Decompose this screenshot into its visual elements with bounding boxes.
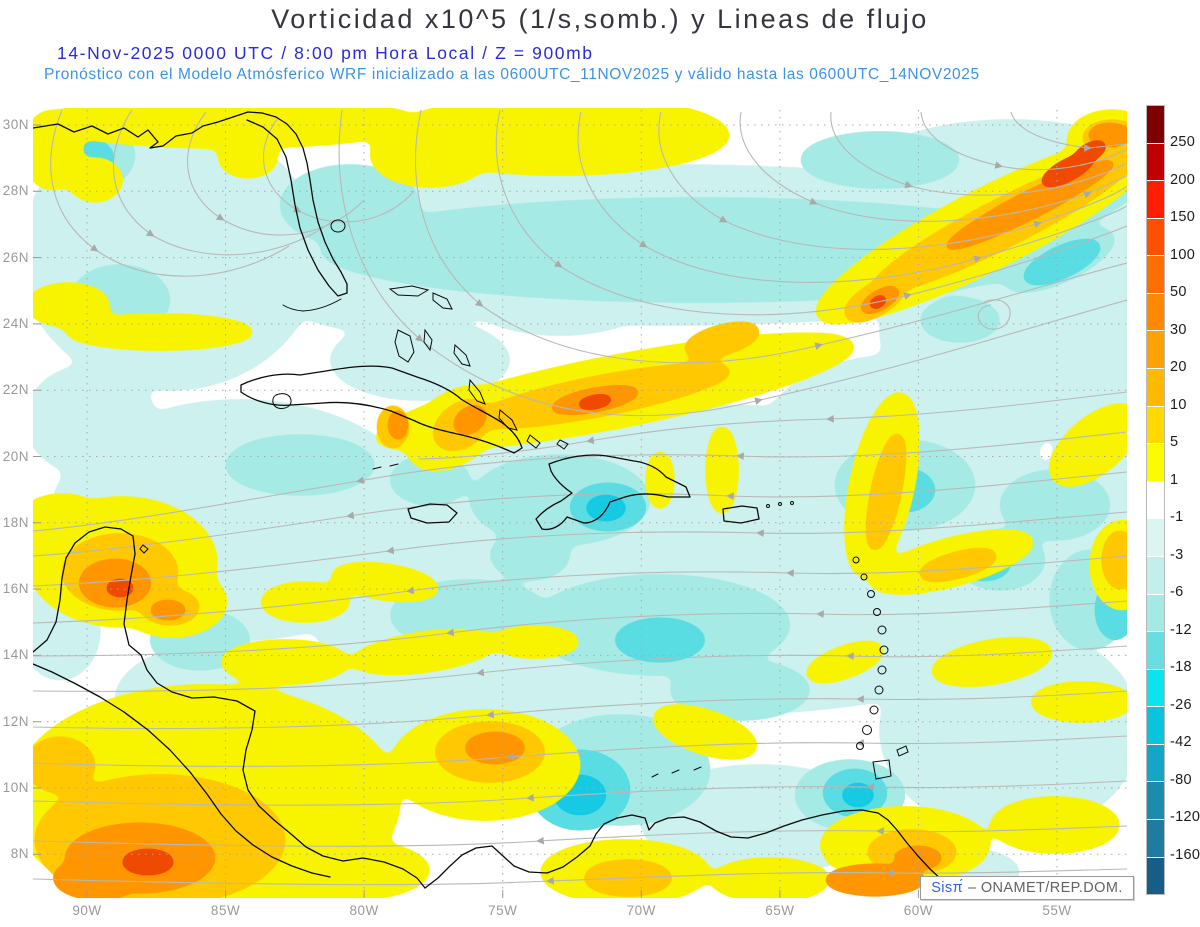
- coastline-florida: [246, 111, 348, 297]
- lat-label: 12N: [2, 713, 29, 729]
- colorbar-segment: [1147, 668, 1164, 707]
- colorbar-segment: [1147, 555, 1164, 594]
- colorbar-tick-label: -6: [1170, 584, 1184, 601]
- lon-label: 65W: [765, 903, 795, 918]
- colorbar-segment: [1147, 106, 1164, 143]
- lat-label: 28N: [2, 183, 29, 199]
- lon-label: 60W: [903, 903, 934, 918]
- colorbar-segment: [1147, 593, 1164, 632]
- lat-label: 20N: [2, 448, 29, 464]
- coastline-gulf-coast: [33, 111, 249, 149]
- coastlines: [33, 111, 967, 898]
- lat-label: 24N: [2, 315, 29, 331]
- colorbar-segment: [1147, 217, 1164, 256]
- coastline-jamaica: [407, 503, 458, 524]
- colorbar-segment: [1147, 631, 1164, 669]
- coastline-abc-islands: [651, 766, 702, 778]
- colorbar-segment: [1147, 180, 1164, 218]
- coastline-trinidad-tobago: [872, 745, 909, 780]
- coastline-cuba: [240, 365, 523, 454]
- subtitle-model: Pronóstico con el Modelo Atmósferico WRF…: [44, 66, 980, 83]
- colorbar-segment: [1147, 781, 1164, 819]
- coastline-isle-of-youth: [272, 393, 292, 409]
- colorbar-segment: [1147, 818, 1164, 857]
- coastline-lesser-antilles: [766, 501, 889, 750]
- lat-label: 22N: [2, 382, 29, 398]
- colorbar-tick-label: -120: [1170, 809, 1200, 826]
- lat-label: 16N: [2, 581, 29, 597]
- lon-label: 75W: [488, 903, 518, 918]
- colorbar-segment: [1147, 480, 1164, 519]
- coastline-florida-keys: [282, 298, 342, 312]
- lat-label: 14N: [2, 647, 29, 663]
- attribution-brand: Sisπ́: [931, 880, 963, 896]
- coastline-yucatan-central-america: [33, 526, 426, 889]
- coastline-hispaniola: [535, 454, 691, 531]
- colorbar-segment: [1147, 706, 1164, 744]
- lon-label: 55W: [1042, 903, 1072, 918]
- coastline-south-america: [424, 809, 967, 898]
- colorbar-tick-label: 100: [1170, 246, 1196, 263]
- colorbar-tick-label: -1: [1170, 509, 1184, 526]
- vorticity-field-positive-red: [106, 140, 1107, 875]
- coastline-cozumel: [139, 544, 149, 554]
- lat-label: 26N: [2, 249, 29, 265]
- colorbar: [1146, 105, 1165, 895]
- attribution-text: – ONAMET/REP.DOM.: [967, 880, 1123, 896]
- lake-okeechobee: [330, 219, 346, 233]
- colorbar-tick-label: -3: [1170, 546, 1184, 563]
- colorbar-tick-label: 10: [1170, 396, 1187, 413]
- colorbar-tick-label: 20: [1170, 359, 1187, 376]
- lat-label: 18N: [2, 514, 29, 530]
- colorbar-tick-label: -160: [1170, 846, 1200, 863]
- lon-label: 70W: [626, 903, 656, 918]
- colorbar-tick-label: 30: [1170, 321, 1187, 338]
- colorbar-tick-label: -18: [1170, 659, 1192, 676]
- colorbar-tick-label: 5: [1170, 434, 1179, 451]
- colorbar-tick-label: 1: [1170, 471, 1179, 488]
- colorbar-tick-label: 200: [1170, 171, 1196, 188]
- attribution-box: Sisπ́ – ONAMET/REP.DOM.: [920, 876, 1134, 900]
- lon-label: 85W: [210, 903, 241, 918]
- page-title: Vorticidad x10^5 (1/s,somb.) y Lineas de…: [271, 4, 929, 34]
- colorbar-segment: [1147, 255, 1164, 293]
- colorbar-segment: [1147, 405, 1164, 444]
- lat-label: 30N: [2, 117, 29, 132]
- colorbar-segment: [1147, 292, 1164, 331]
- coastline-bahamas: [372, 285, 569, 470]
- colorbar-tick-label: 50: [1170, 284, 1187, 301]
- subtitle-datetime: 14-Nov-2025 0000 UTC / 8:00 pm Hora Loca…: [57, 43, 594, 63]
- streamlines: [33, 109, 1127, 886]
- colorbar-segment: [1147, 518, 1164, 556]
- colorbar-tick-label: -26: [1170, 696, 1192, 713]
- coastline-puerto-rico: [722, 505, 760, 524]
- colorbar-segment: [1147, 330, 1164, 369]
- colorbar-segment: [1147, 142, 1164, 181]
- colorbar-segment: [1147, 743, 1164, 782]
- coastline-central-america-pacific: [33, 663, 331, 878]
- lat-label: 8N: [10, 846, 29, 862]
- lat-label: 10N: [2, 780, 29, 795]
- colorbar-tick-label: 250: [1170, 134, 1196, 151]
- colorbar-tick-label: 150: [1170, 209, 1196, 226]
- colorbar-tick-label: -42: [1170, 734, 1192, 751]
- lon-label: 90W: [72, 903, 102, 918]
- lon-label: 80W: [349, 903, 379, 918]
- colorbar-segment: [1147, 368, 1164, 406]
- colorbar-segment: [1147, 443, 1164, 481]
- colorbar-tick-label: -80: [1170, 771, 1192, 788]
- colorbar-segment: [1147, 856, 1164, 895]
- colorbar-tick-label: -12: [1170, 621, 1192, 638]
